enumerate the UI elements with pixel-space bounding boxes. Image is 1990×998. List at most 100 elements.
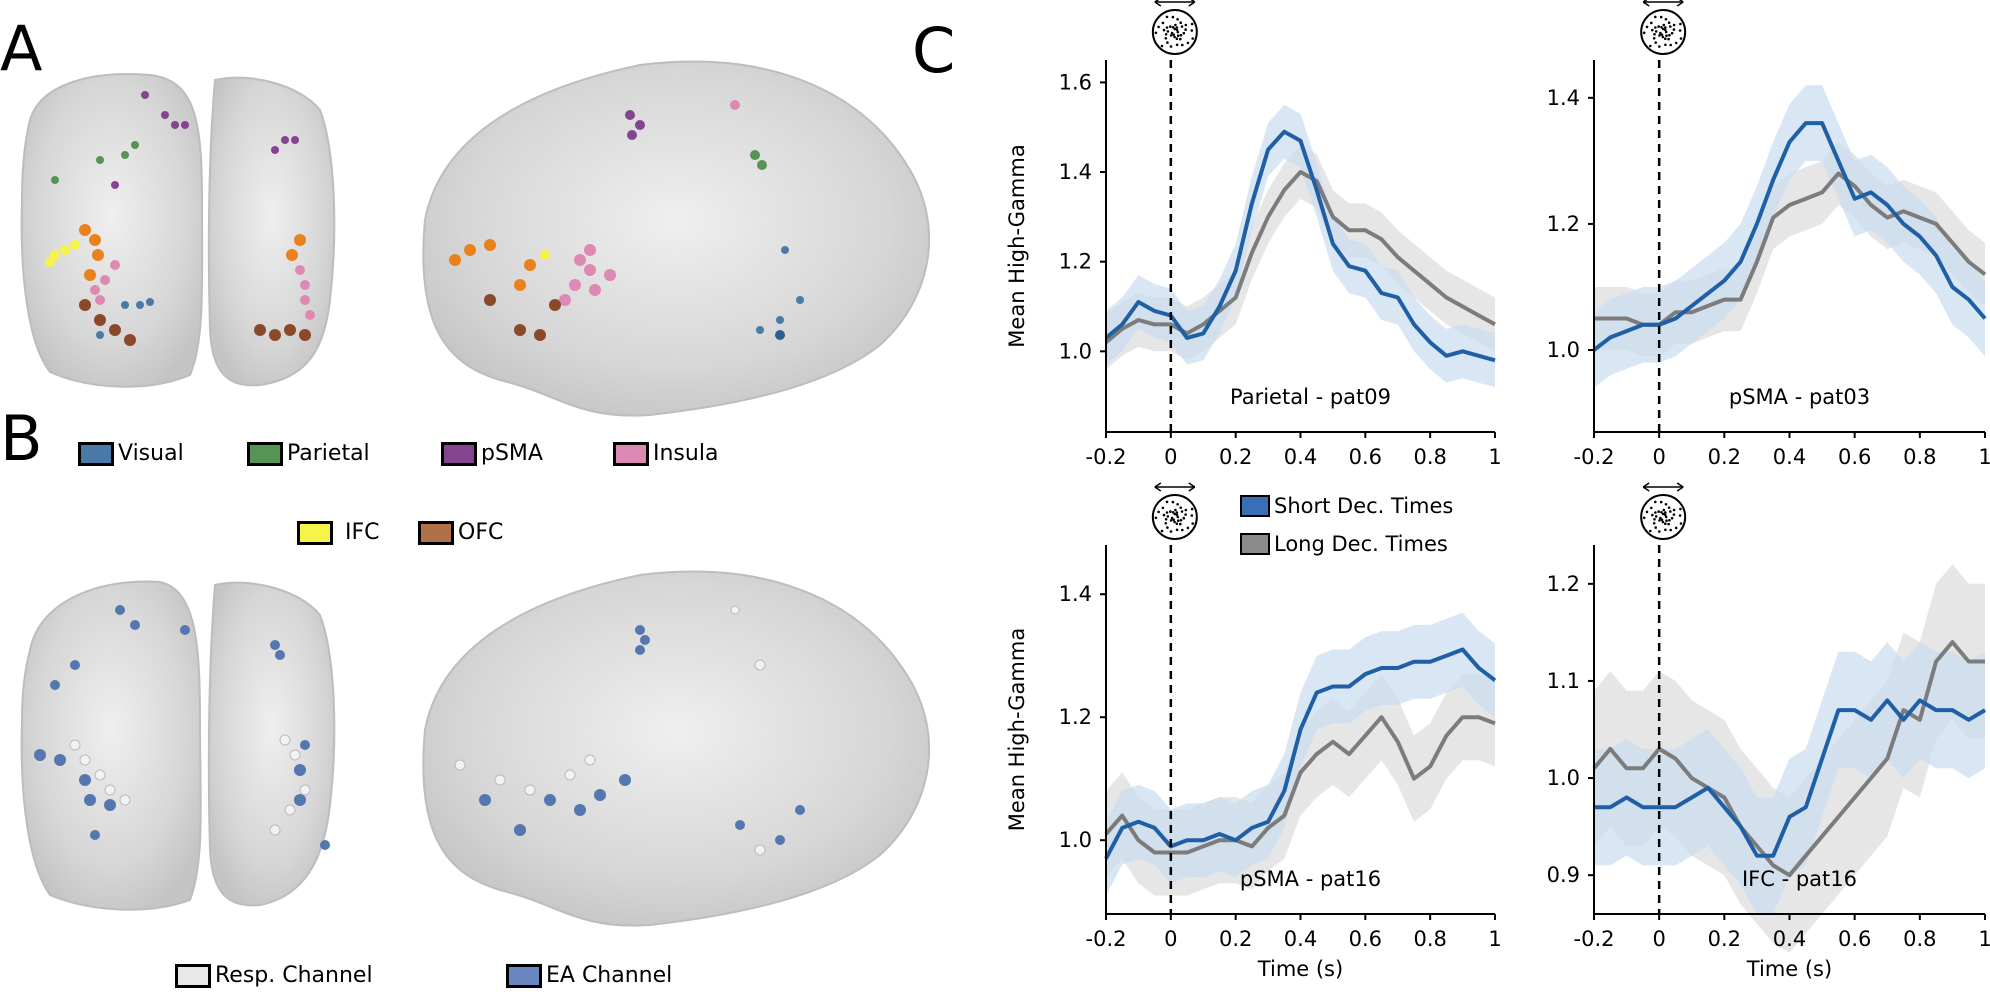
y-tick-label: 1.0 <box>1059 828 1092 852</box>
stimulus-dot <box>1173 35 1176 39</box>
stimulus-dot <box>1176 18 1179 21</box>
stimulus-dot <box>1672 513 1676 516</box>
stimulus-dot <box>1664 26 1667 29</box>
stimulus-dot <box>1669 510 1672 513</box>
legend-b-ea: EA Channel <box>506 963 672 988</box>
stimulus-icon <box>1151 9 1198 55</box>
legend-a-ofc-label: OFC <box>458 520 504 545</box>
y-tick-label: 1.2 <box>1547 572 1580 596</box>
stimulus-dot <box>1669 43 1672 47</box>
stimulus-dot <box>1172 33 1175 37</box>
legend-a-psma-swatch <box>441 441 477 466</box>
stimulus-dot <box>1653 33 1656 36</box>
stimulus-dot <box>1665 519 1668 522</box>
stimulus-dot <box>1190 29 1194 32</box>
motion-arrow-heads <box>1154 0 1196 7</box>
stimulus-dot <box>1660 33 1664 37</box>
stimulus-dot <box>1180 510 1184 513</box>
stimulus-dot <box>1175 513 1179 517</box>
stimulus-dot <box>1659 500 1663 504</box>
stimulus-dot <box>1164 518 1168 521</box>
stimulus-dot <box>1179 33 1183 37</box>
series-line-long <box>1104 715 1496 855</box>
stimulus-dot <box>1171 500 1175 504</box>
stimulus-dot <box>1165 500 1169 504</box>
stimulus-dot <box>1174 508 1177 512</box>
stimulus-dot <box>1650 506 1653 510</box>
legend-c-long-label: Long Dec. Times <box>1274 532 1448 556</box>
y-tick-label: 1.4 <box>1059 582 1092 606</box>
stimulus-dot <box>1660 26 1663 29</box>
stimulus-dot <box>1182 31 1186 35</box>
stimulus-dot <box>1154 516 1158 520</box>
stimulus-dot <box>1658 530 1661 533</box>
stimulus-dot <box>1662 508 1666 512</box>
stimulus-icon <box>1151 494 1198 540</box>
legend-c-short: Short Dec. Times <box>1240 494 1453 518</box>
legend-a-insula-swatch <box>613 441 649 466</box>
stimulus-dot <box>1654 511 1657 514</box>
stimulus-dot <box>1667 522 1670 526</box>
stimulus-dot <box>1180 25 1184 28</box>
x-tick-label: 0.8 <box>1903 445 1936 469</box>
legend-a-visual-label: Visual <box>118 441 184 466</box>
stimulus-dot <box>1161 506 1165 510</box>
stimulus-dot <box>1179 21 1182 25</box>
stimulus-dot <box>1654 30 1658 33</box>
stimulus-dot <box>1164 37 1168 40</box>
stimulus-dot <box>1176 30 1180 34</box>
x-tick-label: 0.6 <box>1349 445 1382 469</box>
electrodes-a <box>45 91 804 346</box>
legend-b-resp-label: Resp. Channel <box>215 963 373 988</box>
stimulus-dot <box>1679 507 1682 511</box>
stimulus-dot <box>1668 33 1671 37</box>
x-tick-label: 0 <box>1652 445 1665 469</box>
y-axis-label: Mean High-Gamma <box>1005 144 1029 347</box>
chart-title: IFC - pat16 <box>1742 867 1857 891</box>
stimulus-icon <box>1640 9 1687 55</box>
stimulus-dot <box>1662 23 1666 27</box>
panel-letter-b: B <box>0 402 43 475</box>
ci-band-short <box>1106 612 1495 896</box>
y-tick-label: 1.1 <box>1547 669 1580 693</box>
legend-c-short-swatch <box>1240 495 1270 517</box>
stimulus-dot <box>1664 503 1668 506</box>
stimulus-dot <box>1642 516 1646 520</box>
stimulus-dot <box>1664 18 1668 21</box>
stimulus-dot <box>1652 37 1656 40</box>
chart-3: -0.2 0 0.2 0.4 0.6 0.8 1 1.0 1.2 1.4 pSMA - pat16 M… <box>1005 482 1502 981</box>
stimulus-dot <box>1670 516 1674 520</box>
stimulus-dot <box>1181 43 1184 47</box>
legend-a-parietal: Parietal <box>247 441 370 466</box>
stimulus-dot <box>1176 519 1180 522</box>
stimulus-dot <box>1661 27 1665 31</box>
x-tick-label: 0.2 <box>1708 927 1741 951</box>
stimulus-dot <box>1664 28 1667 32</box>
x-tick-label: 0.2 <box>1219 445 1252 469</box>
stimulus-dot <box>1166 41 1169 44</box>
stimulus-dot <box>1169 25 1172 28</box>
x-tick-label: 0.8 <box>1413 445 1446 469</box>
x-tick-label: 0.4 <box>1773 445 1806 469</box>
stimulus-dot <box>1166 515 1170 518</box>
stimulus-dot <box>1678 29 1682 32</box>
legend-a-ofc: OFC <box>418 520 503 545</box>
stimulus-dot <box>1174 23 1177 27</box>
stimulus-dot <box>1190 22 1194 26</box>
stimulus-dot <box>1669 528 1672 532</box>
stimulus-dot <box>1175 26 1179 29</box>
stimulus-dot <box>1182 516 1186 520</box>
x-tick-label: -0.2 <box>1574 445 1615 469</box>
legend-a-ifc-swatch <box>297 520 333 545</box>
stimulus-dot <box>1664 511 1667 514</box>
x-tick-label: 0.2 <box>1219 927 1252 951</box>
stimulus-dot <box>1661 35 1665 39</box>
stimulus-dot <box>1179 522 1182 526</box>
stimulus-dot <box>1651 513 1654 517</box>
stimulus-dot <box>1169 519 1173 522</box>
stimulus-dot <box>1175 37 1179 40</box>
x-tick-label: 1 <box>1488 445 1501 469</box>
x-tick-label: 1 <box>1978 927 1990 951</box>
stimulus-dot <box>1658 519 1661 522</box>
x-tick-label: 1 <box>1488 927 1501 951</box>
